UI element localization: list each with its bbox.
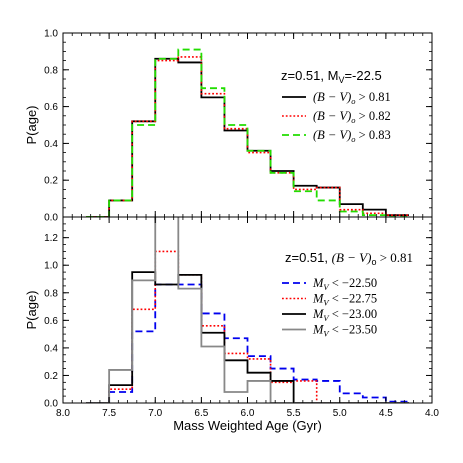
y-tick-label: 1.0 bbox=[44, 29, 58, 40]
bottom-panel: 0.0 0.2 0.4 0.6 0.8 1.0 1.2 8.0 7.5 7.0 6.5 6.0 5.5 5… bbox=[24, 216, 439, 433]
annotation: z=0.51, MV=-22.5 bbox=[281, 68, 382, 85]
x-tick-label: 6.5 bbox=[194, 408, 208, 419]
series-group bbox=[86, 217, 409, 403]
y-tick-label: 0.6 bbox=[44, 102, 58, 113]
y-axis-title: P(age) bbox=[24, 105, 39, 144]
y-tick-label: 0.2 bbox=[44, 371, 58, 382]
series-line-3 bbox=[86, 48, 409, 217]
legend-label-2: (B − V)o > 0.82 bbox=[313, 109, 391, 125]
y-tick-label: 0.2 bbox=[44, 176, 58, 187]
legend-label-4: MV < −23.50 bbox=[312, 323, 377, 339]
series-line-1 bbox=[86, 283, 409, 403]
legend-label-1: (B − V)o > 0.81 bbox=[313, 90, 391, 106]
x-tick-label: 4.0 bbox=[425, 408, 439, 419]
y-tick-label: 0.4 bbox=[44, 343, 58, 354]
series-group bbox=[86, 48, 409, 217]
plot-frame bbox=[62, 32, 433, 218]
y-tick-label: 0.0 bbox=[44, 213, 58, 224]
x-tick-label: 7.0 bbox=[148, 408, 162, 419]
legend-label-2: MV < −22.75 bbox=[312, 292, 377, 308]
x-tick-label: 6.0 bbox=[241, 408, 255, 419]
y-axis-title: P(age) bbox=[24, 290, 39, 329]
y-tick-label: 0.4 bbox=[44, 139, 58, 150]
annotation: z=0.51, (B − V)o > 0.81 bbox=[285, 250, 413, 267]
y-tick-label: 0.0 bbox=[44, 399, 58, 410]
y-tick-label: 0.8 bbox=[44, 65, 58, 76]
series-line-4 bbox=[86, 217, 409, 403]
y-tick-label: 1.0 bbox=[44, 261, 58, 272]
series-line-2 bbox=[86, 56, 409, 217]
legend-label-3: (B − V)o > 0.83 bbox=[313, 128, 391, 144]
top-panel: 0.0 0.2 0.4 0.6 0.8 1.0 P(age) z=0.51, MV=-22.5… bbox=[24, 29, 433, 224]
legend-label-1: MV < −22.50 bbox=[312, 276, 377, 292]
y-tick-label: 0.6 bbox=[44, 316, 58, 327]
y-tick-label: 0.8 bbox=[44, 288, 58, 299]
legend-label-3: MV < −23.00 bbox=[312, 307, 377, 323]
x-tick-label: 8.0 bbox=[56, 408, 70, 419]
x-tick-label: 5.5 bbox=[287, 408, 301, 419]
x-tick-label: 7.5 bbox=[102, 408, 116, 419]
x-tick-label: 4.5 bbox=[379, 408, 393, 419]
x-tick-label: 5.0 bbox=[333, 408, 347, 419]
x-axis-title: Mass Weighted Age (Gyr) bbox=[173, 418, 322, 433]
y-tick-label: 1.2 bbox=[44, 233, 58, 244]
